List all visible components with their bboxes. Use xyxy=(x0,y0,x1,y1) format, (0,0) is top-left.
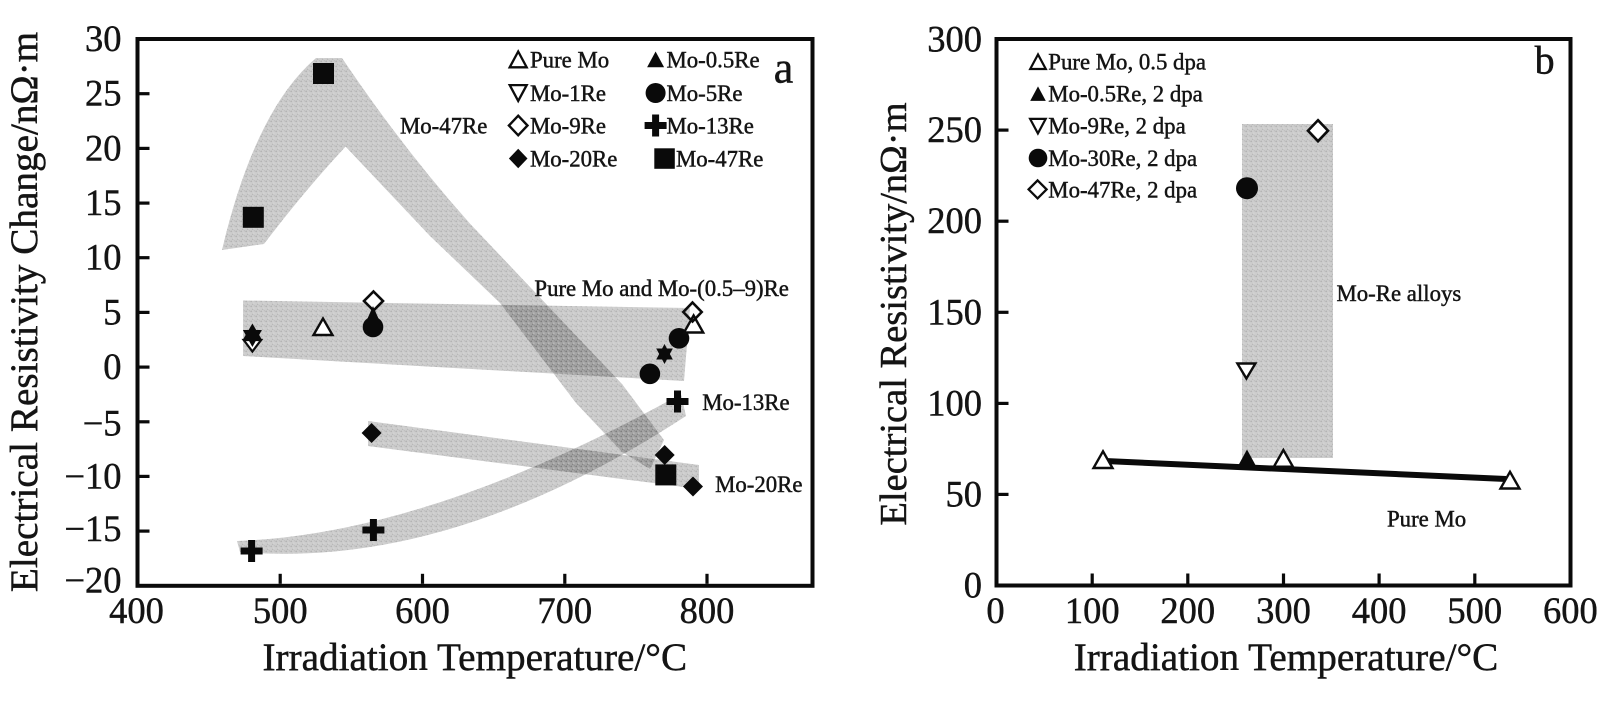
svg-text:Mo-30Re, 2 dpa: Mo-30Re, 2 dpa xyxy=(1048,146,1197,171)
svg-text:−20: −20 xyxy=(64,560,121,601)
svg-text:100: 100 xyxy=(927,382,982,423)
svg-text:Mo-Re alloys: Mo-Re alloys xyxy=(1337,281,1462,306)
svg-text:300: 300 xyxy=(1256,590,1311,631)
svg-text:−15: −15 xyxy=(64,508,121,549)
svg-text:800: 800 xyxy=(680,590,735,631)
svg-text:Mo-5Re: Mo-5Re xyxy=(667,81,743,106)
svg-text:15: 15 xyxy=(85,182,122,223)
svg-text:500: 500 xyxy=(253,590,308,631)
svg-text:150: 150 xyxy=(927,291,982,332)
svg-text:Mo-0.5Re: Mo-0.5Re xyxy=(667,48,760,73)
svg-text:a: a xyxy=(774,43,794,92)
svg-text:Mo-9Re: Mo-9Re xyxy=(530,114,606,139)
svg-text:Mo-9Re, 2 dpa: Mo-9Re, 2 dpa xyxy=(1048,114,1185,139)
svg-text:b: b xyxy=(1535,38,1555,83)
svg-text:250: 250 xyxy=(927,109,982,150)
svg-text:Irradiation Temperature/°C: Irradiation Temperature/°C xyxy=(1074,636,1499,679)
svg-text:0: 0 xyxy=(103,346,121,387)
svg-text:Mo-20Re: Mo-20Re xyxy=(530,147,617,172)
svg-text:Mo-13Re: Mo-13Re xyxy=(702,390,789,415)
svg-text:Mo-20Re: Mo-20Re xyxy=(715,472,802,497)
svg-text:25: 25 xyxy=(85,73,122,114)
svg-text:30: 30 xyxy=(85,18,122,59)
svg-text:Mo-47Re, 2 dpa: Mo-47Re, 2 dpa xyxy=(1048,177,1197,202)
svg-text:300: 300 xyxy=(927,18,982,59)
svg-text:Mo-47Re: Mo-47Re xyxy=(400,114,487,139)
svg-text:10: 10 xyxy=(85,237,122,278)
svg-text:Electrical Resistivity Change/: Electrical Resistivity Change/nΩ·m xyxy=(3,32,46,592)
svg-text:400: 400 xyxy=(109,590,164,631)
svg-text:100: 100 xyxy=(1065,590,1120,631)
svg-text:Irradiation Temperature/°C: Irradiation Temperature/°C xyxy=(262,636,687,679)
svg-text:Pure Mo: Pure Mo xyxy=(1387,507,1466,532)
svg-text:600: 600 xyxy=(1543,590,1598,631)
svg-text:200: 200 xyxy=(927,200,982,241)
svg-text:Mo-1Re: Mo-1Re xyxy=(530,81,606,106)
svg-text:Pure Mo: Pure Mo xyxy=(530,48,609,73)
svg-text:Pure Mo and Mo-(0.5–9)Re: Pure Mo and Mo-(0.5–9)Re xyxy=(534,276,789,301)
svg-text:600: 600 xyxy=(395,590,450,631)
svg-text:400: 400 xyxy=(1352,590,1407,631)
svg-text:Pure Mo, 0.5 dpa: Pure Mo, 0.5 dpa xyxy=(1048,50,1206,75)
svg-text:50: 50 xyxy=(946,473,983,514)
svg-text:500: 500 xyxy=(1447,590,1502,631)
svg-text:20: 20 xyxy=(85,127,122,168)
svg-text:Mo-13Re: Mo-13Re xyxy=(667,114,754,139)
svg-text:−10: −10 xyxy=(64,455,121,496)
svg-text:Electrical Resistivity/nΩ·m: Electrical Resistivity/nΩ·m xyxy=(873,102,915,525)
svg-text:0: 0 xyxy=(986,590,1004,631)
svg-text:700: 700 xyxy=(537,590,592,631)
svg-text:0: 0 xyxy=(964,565,982,606)
svg-text:200: 200 xyxy=(1160,590,1215,631)
svg-text:−5: −5 xyxy=(83,403,122,444)
svg-text:Mo-47Re: Mo-47Re xyxy=(676,147,763,172)
svg-text:Mo-0.5Re, 2 dpa: Mo-0.5Re, 2 dpa xyxy=(1048,82,1203,107)
svg-text:5: 5 xyxy=(103,291,121,332)
